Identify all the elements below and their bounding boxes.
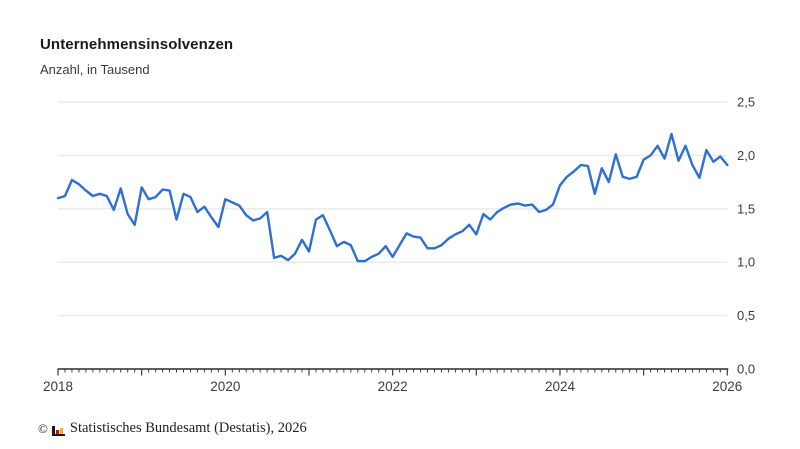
y-axis-tick-label: 1,5 <box>737 201 755 216</box>
insolvencies-line-series <box>56 132 729 263</box>
y-axis-tick-label: 2,0 <box>737 148 755 163</box>
copyright-symbol: © <box>38 420 48 436</box>
logo-bar-black <box>51 425 55 435</box>
chart-header: Unternehmensinsolvenzen Anzahl, in Tause… <box>40 36 233 77</box>
y-axis-tick-label: 2,5 <box>737 95 755 110</box>
chart-subtitle: Anzahl, in Tausend <box>40 62 150 77</box>
logo-bar-red <box>55 429 59 435</box>
source-text: Statistisches Bundesamt (Destatis), 2026 <box>69 420 307 436</box>
source-attribution: © Statistisches Bundesamt (Destatis), 20… <box>38 420 307 437</box>
logo-baseline <box>51 433 65 436</box>
destatis-bar-chart-icon <box>51 423 66 436</box>
x-axis-tick-label: 2020 <box>210 379 240 394</box>
x-axis-tick-label: 2026 <box>712 379 742 394</box>
x-axis-tick-label: 2024 <box>545 379 576 394</box>
y-axis-tick-label: 0,0 <box>737 362 755 377</box>
x-axis-tick-label: 2022 <box>378 379 408 394</box>
logo-bar-yellow <box>59 427 63 435</box>
x-axis-tick-label: 2018 <box>43 379 73 394</box>
y-axis-tick-label: 0,5 <box>737 308 755 323</box>
y-axis-tick-label: 1,0 <box>737 255 755 270</box>
page-title: Unternehmensinsolvenzen <box>40 36 234 53</box>
